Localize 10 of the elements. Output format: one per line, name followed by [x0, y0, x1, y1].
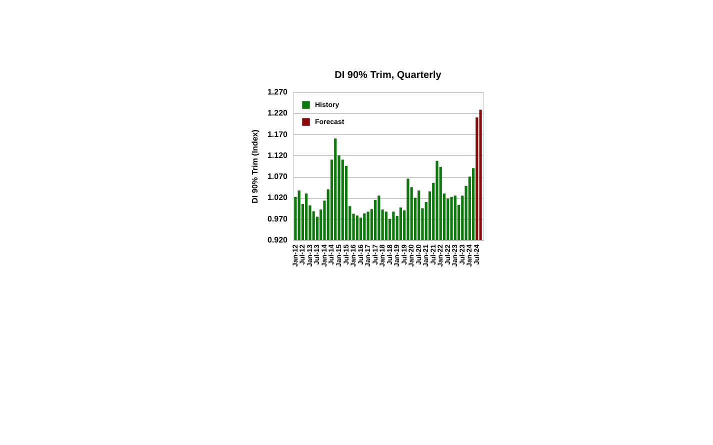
y-axis-title: DI 90% Trim (Index): [250, 129, 260, 204]
y-tick-label: 0.970: [267, 214, 288, 224]
y-tick-label: 1.120: [267, 150, 288, 160]
y-tick-label: 1.270: [267, 88, 288, 96]
chart-title: DI 90% Trim, Quarterly: [334, 70, 442, 81]
y-tick-label: 1.020: [267, 193, 288, 202]
y-tick-label: 1.070: [267, 172, 288, 182]
y-tick-label: 0.920: [267, 236, 288, 244]
y-tick-label: 1.220: [267, 108, 288, 118]
y-tick-label: 1.170: [267, 130, 288, 139]
